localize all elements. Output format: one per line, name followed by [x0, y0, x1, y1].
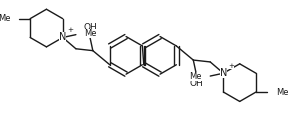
- Text: Me: Me: [276, 88, 288, 97]
- Text: N: N: [59, 32, 66, 42]
- Text: N: N: [220, 68, 227, 78]
- Text: Me: Me: [189, 72, 202, 81]
- Text: OH: OH: [189, 79, 203, 88]
- Text: Me: Me: [84, 29, 97, 38]
- Text: +: +: [228, 63, 234, 69]
- Text: Me: Me: [0, 14, 10, 23]
- Text: N: N: [59, 32, 66, 42]
- Text: +: +: [67, 27, 73, 33]
- Text: +: +: [67, 27, 73, 33]
- Text: OH: OH: [83, 23, 97, 32]
- Text: +: +: [228, 63, 234, 69]
- Text: N: N: [220, 68, 227, 78]
